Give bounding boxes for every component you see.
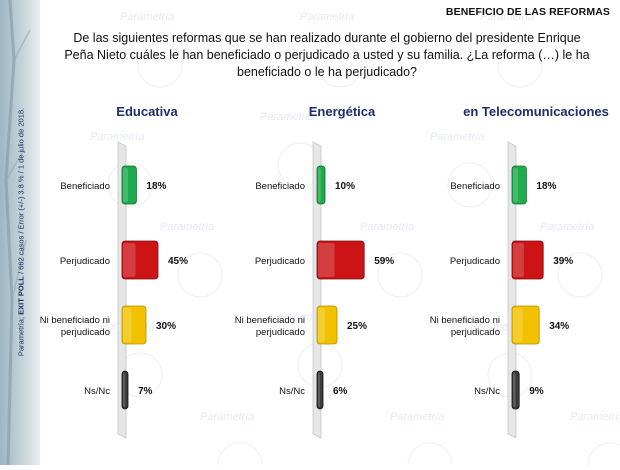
category-label: Ns/Nc: [279, 386, 305, 397]
category-label: perjudicado: [256, 327, 305, 338]
watermark-circle: [137, 42, 183, 88]
watermark-text: Parametría: [430, 131, 484, 143]
question-text: De las siguientes reformas que se han re…: [64, 31, 590, 79]
category-label: Perjudicado: [60, 256, 110, 267]
category-label: Ns/Nc: [474, 386, 500, 397]
category-label: Beneficiado: [60, 181, 110, 192]
data-label: 30%: [156, 321, 176, 332]
bar: [121, 240, 159, 280]
bar-highlight: [318, 243, 335, 277]
watermark-text: Parametría: [570, 411, 620, 423]
bar: [316, 240, 365, 280]
watermark-text: Parametría: [120, 11, 174, 23]
bar: [121, 370, 129, 410]
data-label: 34%: [549, 321, 569, 332]
watermark-text: Parametría: [480, 11, 534, 23]
axis-wall: [507, 141, 517, 439]
category-label: Beneficiado: [450, 181, 500, 192]
bar-highlight: [513, 168, 519, 202]
axis-wall: [117, 141, 127, 439]
watermark-circle: [277, 142, 323, 188]
bar: [121, 305, 147, 345]
bar: [316, 165, 326, 205]
watermark-circle: [497, 42, 543, 88]
chart-title-energetica: Energética: [308, 104, 376, 119]
data-label: 18%: [536, 181, 556, 192]
category-label: Perjudicado: [450, 256, 500, 267]
bar: [316, 305, 338, 345]
watermark-circle: [587, 442, 620, 465]
bar-highlight: [318, 168, 321, 202]
data-label: 45%: [168, 256, 188, 267]
category-label: Ni beneficiado ni: [40, 315, 110, 326]
bar: [511, 165, 527, 205]
category-label: Ni beneficiado ni: [430, 315, 500, 326]
bar-highlight: [123, 168, 129, 202]
bar-highlight: [513, 373, 516, 407]
bar: [511, 240, 544, 280]
bar-highlight: [123, 243, 136, 277]
watermark-circle: [317, 42, 363, 88]
bar-highlight: [123, 308, 132, 342]
category-label: Beneficiado: [255, 181, 305, 192]
data-label: 9%: [529, 386, 544, 397]
bar: [511, 370, 520, 410]
watermark-circle: [177, 252, 223, 298]
chart-title-telecom: en Telecomunicaciones: [463, 104, 609, 119]
bar: [511, 305, 540, 345]
watermark-text: Parametría: [300, 11, 354, 23]
bar-highlight: [318, 373, 321, 407]
data-label: 10%: [335, 181, 355, 192]
side-strip: [0, 0, 40, 466]
watermark-circle: [447, 162, 493, 208]
watermark-circle: [407, 442, 453, 465]
watermark-circle: [557, 252, 603, 298]
watermark-text: Parametría: [260, 111, 314, 123]
axis-wall: [312, 141, 322, 439]
bar-highlight: [318, 308, 325, 342]
watermark-text: Parametría: [160, 221, 214, 233]
chart-title-educativa: Educativa: [116, 104, 178, 119]
category-label: Ni beneficiado ni: [235, 315, 305, 326]
data-label: 59%: [374, 256, 394, 267]
data-label: 25%: [347, 321, 367, 332]
data-label: 39%: [553, 256, 573, 267]
bar-highlight: [513, 308, 523, 342]
category-label: perjudicado: [451, 327, 500, 338]
bar: [316, 370, 324, 410]
bar: [121, 165, 137, 205]
data-label: 6%: [333, 386, 348, 397]
bar-highlight: [123, 373, 126, 407]
category-label: Perjudicado: [255, 256, 305, 267]
watermark-text: Parametría: [90, 131, 144, 143]
watermark-text: Parametría: [360, 221, 414, 233]
watermark-circle: [217, 442, 263, 465]
category-label: Ns/Nc: [84, 386, 110, 397]
watermark-circle: [107, 162, 153, 208]
watermark-circle: [377, 252, 423, 298]
category-label: perjudicado: [61, 327, 110, 338]
bar-highlight: [513, 243, 524, 277]
watermark-text: Parametría: [540, 221, 594, 233]
data-label: 18%: [146, 181, 166, 192]
page-header: BENEFICIO DE LAS REFORMAS: [445, 6, 610, 18]
data-label: 7%: [138, 386, 153, 397]
watermark-text: Parametría: [390, 411, 444, 423]
watermark-text: Parametría: [200, 411, 254, 423]
